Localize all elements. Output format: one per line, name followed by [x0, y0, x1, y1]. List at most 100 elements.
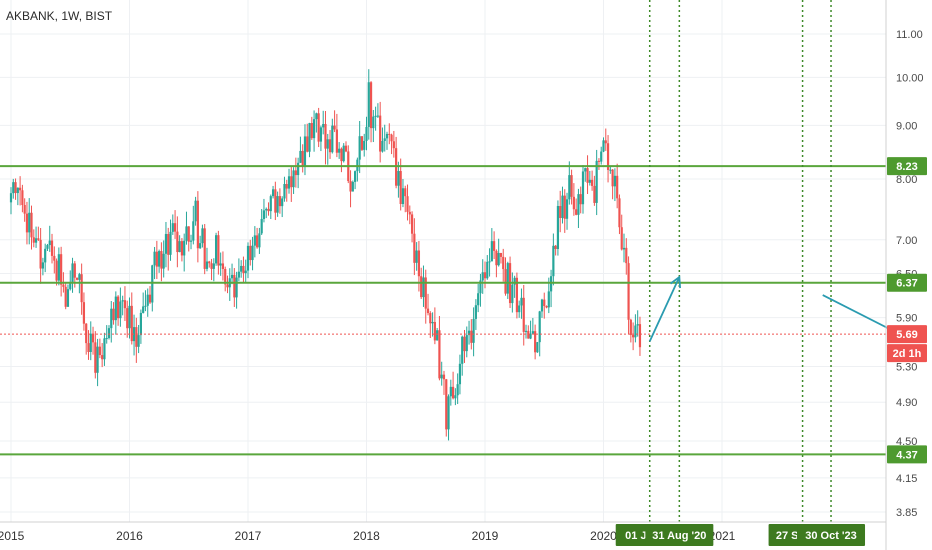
price-axis[interactable]: 11.0010.009.008.007.006.505.905.304.904.… [896, 29, 924, 519]
candle-body [96, 346, 99, 373]
x-tick-label: 2018 [353, 529, 380, 543]
time-axis[interactable]: 2015 2016 2017 2018 2019 2020 2021 [0, 529, 736, 543]
level-badge [887, 157, 927, 176]
candle-body [597, 160, 601, 162]
candle-body [142, 306, 145, 313]
candle-body [531, 331, 534, 334]
candle-body [50, 240, 54, 256]
candle-body [426, 308, 430, 314]
candle-body [495, 250, 498, 266]
candle-body [246, 245, 250, 271]
candle-body [233, 274, 236, 298]
candle-body [278, 196, 282, 207]
candle-body [201, 228, 204, 244]
candle-body [260, 218, 263, 234]
candle-body [119, 301, 122, 319]
candle-body [75, 277, 79, 280]
candle-body [158, 251, 161, 267]
support-resistance-lines[interactable] [0, 165, 886, 456]
y-tick-label: 3.85 [896, 507, 917, 519]
candle-body [19, 187, 22, 191]
candle-body [399, 171, 402, 204]
candle-body [78, 274, 81, 280]
x-tick-label: 2020 [590, 529, 617, 543]
candle-body [37, 238, 40, 240]
candle-body [447, 396, 450, 430]
vertical-date-markers[interactable] [648, 0, 832, 522]
candle-body [253, 235, 256, 246]
candle-body [372, 116, 375, 129]
candle-body [406, 196, 409, 212]
candle-body [363, 140, 366, 150]
candle-body [618, 198, 621, 228]
y-tick-label: 4.50 [896, 436, 917, 448]
candle-body [192, 221, 195, 241]
y-tick-label: 10.00 [896, 72, 924, 84]
y-tick-label: 7.00 [896, 235, 917, 247]
candle-body [545, 306, 548, 308]
trend-arrows[interactable] [648, 275, 891, 342]
x-tick-label: 2021 [709, 529, 736, 543]
candle-body [112, 308, 115, 321]
candle-body [235, 277, 238, 298]
candle-body [137, 335, 140, 347]
candle-body [328, 139, 332, 153]
candle-body [340, 148, 343, 162]
candle-body [365, 126, 368, 141]
candle-body [458, 363, 462, 385]
candle-body [600, 151, 603, 162]
candle-body [210, 263, 213, 269]
trend-arrow-line[interactable] [648, 276, 681, 342]
trend-arrow-line[interactable] [822, 294, 891, 331]
candle-body [549, 276, 553, 292]
candle-body [449, 386, 452, 397]
candle-body [155, 251, 158, 267]
candle-body [625, 247, 628, 264]
candle-body [34, 238, 38, 243]
candle-body [463, 336, 466, 352]
candle-body [561, 195, 564, 219]
candle-body [276, 196, 279, 213]
candle-body [139, 312, 142, 336]
candle-body [331, 125, 334, 153]
candle-body [497, 252, 500, 266]
candle-body [146, 294, 149, 306]
candle-body [472, 318, 475, 343]
candle-body [303, 136, 307, 167]
candle-body [636, 324, 639, 326]
candle-body [256, 235, 259, 248]
candle-body [91, 333, 95, 343]
candle-body [613, 175, 616, 187]
candle-body [335, 129, 338, 153]
candle-body [593, 185, 596, 203]
trend-arrow-head [669, 275, 681, 289]
candle-body [616, 175, 619, 199]
candle-body [488, 261, 491, 263]
candle-body [504, 269, 507, 294]
candle-body [518, 305, 521, 313]
candle-body [121, 300, 124, 302]
candle-body [577, 194, 580, 215]
candle-body [30, 212, 33, 238]
candle-body [265, 208, 268, 211]
candle-body [164, 233, 168, 254]
candle-body [538, 311, 541, 343]
candle-body [287, 176, 291, 189]
candle-body [187, 226, 190, 242]
candle-body [376, 115, 379, 117]
candle-body [221, 263, 225, 269]
candle-body [604, 140, 607, 144]
candle-body [44, 248, 47, 263]
candle-body [543, 299, 546, 307]
level-badge [887, 273, 927, 292]
candle-body [465, 335, 468, 352]
candle-body [199, 243, 202, 249]
y-tick-label: 11.00 [896, 29, 923, 41]
candle-body [55, 260, 58, 281]
candle-body [534, 331, 537, 353]
candle-body [130, 305, 133, 342]
candle-body [60, 254, 63, 285]
candle-body [392, 141, 395, 149]
candle-body [431, 321, 434, 324]
